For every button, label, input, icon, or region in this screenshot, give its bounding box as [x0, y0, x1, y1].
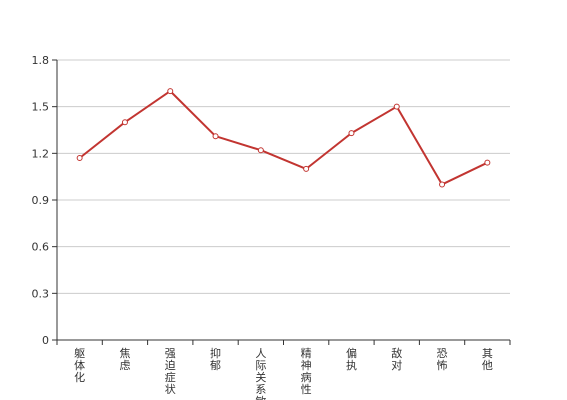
- data-point[interactable]: [167, 88, 174, 95]
- axes: [52, 59, 511, 345]
- y-tick-label: 1.5: [32, 101, 50, 114]
- data-point[interactable]: [393, 103, 400, 110]
- data-point[interactable]: [484, 159, 491, 166]
- x-tick-label: 焦虑: [119, 347, 130, 372]
- data-points: [76, 88, 491, 188]
- y-tick-label: 0: [42, 334, 49, 347]
- y-tick-label: 0.3: [32, 287, 50, 300]
- y-tick-label: 1.2: [32, 147, 50, 160]
- data-point[interactable]: [439, 181, 446, 188]
- series-line: [79, 90, 488, 186]
- y-tick-label: 0.9: [32, 194, 50, 207]
- series-line-layer: [79, 90, 488, 186]
- x-tick-label: 强迫症状: [165, 347, 176, 396]
- x-tick-label: 偏执: [346, 346, 357, 372]
- y-tick-label: 1.8: [32, 54, 50, 67]
- data-point[interactable]: [303, 165, 310, 172]
- x-tick-label: 恐怖: [437, 347, 448, 372]
- grid-lines: [57, 59, 510, 294]
- x-tick-label: 其他: [482, 347, 493, 372]
- x-tick-label: 人际关系敏感: [255, 347, 266, 400]
- x-tick-label: 精神病性: [301, 347, 312, 396]
- data-point[interactable]: [348, 130, 355, 137]
- data-point[interactable]: [76, 155, 83, 161]
- x-tick-labels: 躯体化 焦虑 强迫症状 抑郁 人际关系敏感 精神病性 偏执 敌对 恐怖 其他: [74, 346, 493, 400]
- data-point[interactable]: [121, 119, 128, 126]
- x-tick-label: 躯体化: [74, 347, 85, 384]
- y-tick-labels: 0 0.3 0.6 0.9 1.2 1.5 1.8: [32, 54, 50, 347]
- data-point[interactable]: [212, 133, 219, 140]
- data-point[interactable]: [257, 147, 264, 154]
- x-tick-label: 抑郁: [210, 346, 221, 372]
- x-tick-label: 敌对: [391, 346, 402, 372]
- y-tick-label: 0.6: [32, 241, 50, 254]
